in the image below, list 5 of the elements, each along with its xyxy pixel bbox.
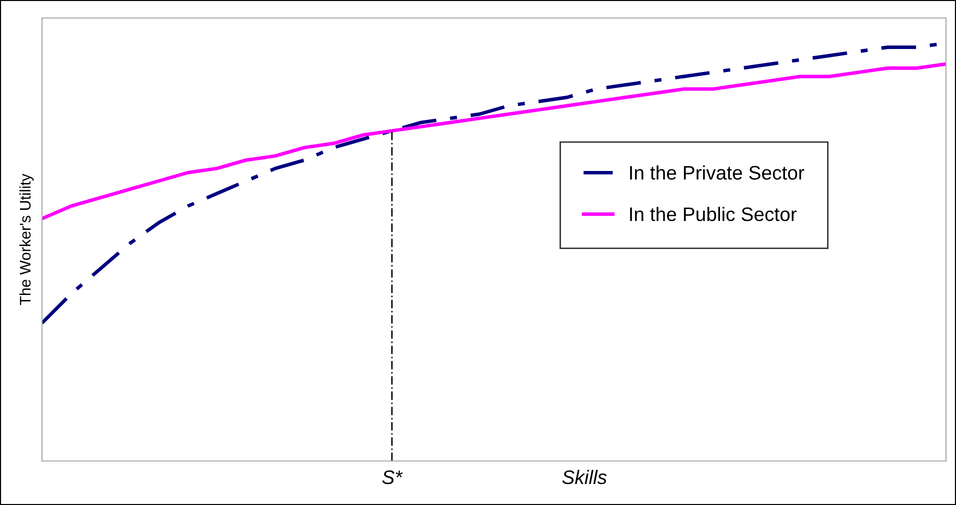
text: S*	[382, 470, 403, 484]
x-axis-title: Skills	[562, 470, 607, 484]
legend-label: In the Private Sector	[630, 165, 804, 180]
y-axis-title: The Worker's Utility	[19, 174, 34, 305]
legend-label: In the Public Sector	[630, 206, 797, 222]
